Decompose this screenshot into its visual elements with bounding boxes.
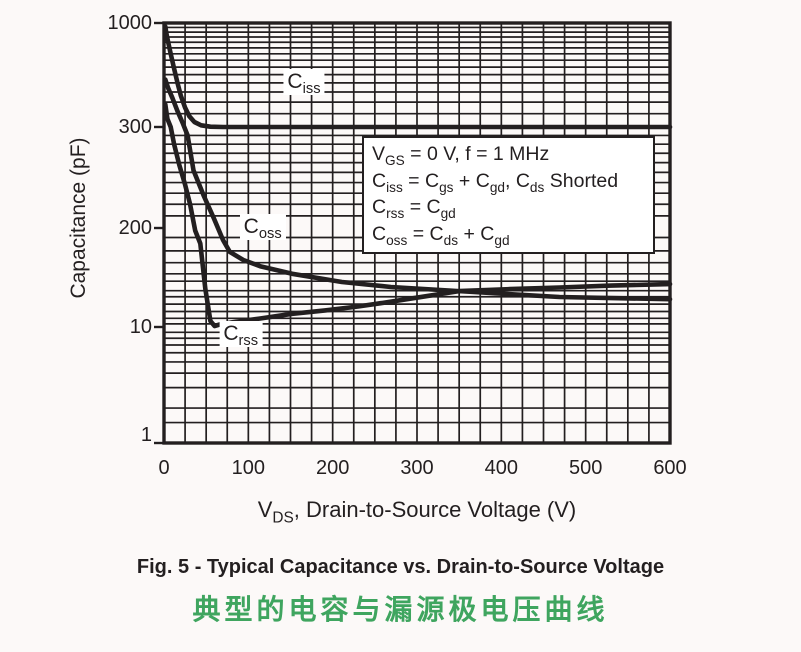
x-tick-label: 200 <box>315 457 350 479</box>
y-tick-label: 1000 <box>107 12 153 34</box>
annotation-line: Coss = Cds + Cgd <box>372 222 510 248</box>
x-tick-label: 500 <box>568 457 603 479</box>
curve-label-coss: Coss <box>239 213 286 241</box>
x-tick-label: 0 <box>158 457 170 479</box>
y-tick-label: 10 <box>129 315 152 338</box>
annotation-line: Ciss = Cgs + Cgd, Cds Shorted <box>372 169 619 195</box>
curve-label-crss: Crss <box>219 321 263 349</box>
x-tick-label: 100 <box>231 457 266 479</box>
x-tick-label: 600 <box>653 457 687 479</box>
conditions-annotation-box: VGS = 0 V, f = 1 MHz Ciss = Cgs + Cgd, C… <box>362 136 655 254</box>
annotation-line: VGS = 0 V, f = 1 MHz <box>372 143 550 168</box>
y-tick-label: 1 <box>140 424 152 446</box>
curve-label-ciss: Ciss <box>283 69 325 97</box>
x-axis-title: VDS, Drain-to-Source Voltage (V) <box>257 497 577 527</box>
x-tick-label: 400 <box>484 457 519 479</box>
curve-ciss <box>163 24 673 130</box>
y-tick-label: 300 <box>118 115 152 138</box>
x-tick-label: 300 <box>400 457 434 479</box>
annotation-line: Crss = Cgd <box>372 196 456 221</box>
figure-caption-chinese: 典型的电容与漏源极电压曲线 <box>192 594 609 625</box>
figure-caption-english: Fig. 5 - Typical Capacitance vs. Drain-t… <box>136 556 665 578</box>
y-tick-label: 200 <box>118 217 152 239</box>
curve-coss <box>163 77 673 302</box>
